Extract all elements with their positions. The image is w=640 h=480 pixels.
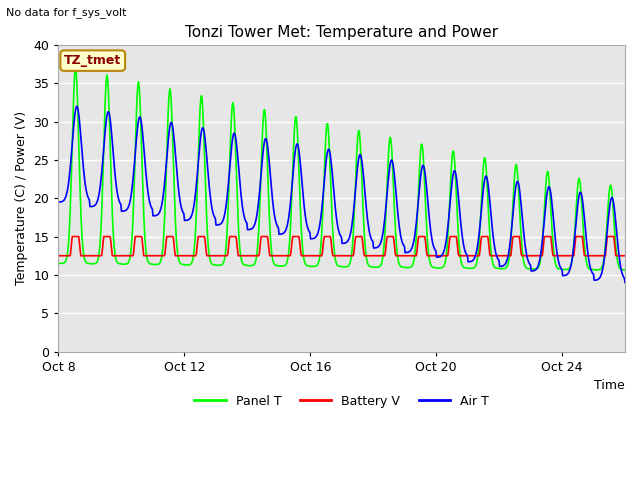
Battery V: [513, 234, 520, 240]
Line: Panel T: Panel T: [58, 68, 625, 270]
Panel T: [376, 263, 384, 269]
Air T: [189, 210, 196, 216]
Battery V: [292, 234, 300, 240]
Battery V: [621, 253, 629, 259]
Air T: [261, 136, 269, 142]
Air T: [76, 118, 83, 124]
Battery V: [76, 240, 83, 246]
Text: No data for f_sys_volt: No data for f_sys_volt: [6, 7, 127, 18]
Air T: [513, 180, 520, 185]
Line: Battery V: Battery V: [58, 237, 625, 256]
Air T: [292, 147, 300, 153]
Y-axis label: Temperature (C) / Power (V): Temperature (C) / Power (V): [15, 111, 28, 285]
Battery V: [54, 253, 62, 259]
Line: Air T: Air T: [58, 106, 625, 283]
Panel T: [513, 163, 520, 169]
Legend: Panel T, Battery V, Air T: Panel T, Battery V, Air T: [189, 390, 494, 413]
Panel T: [72, 65, 79, 71]
Battery V: [189, 253, 196, 259]
Air T: [376, 241, 384, 247]
Battery V: [376, 253, 384, 259]
Panel T: [621, 267, 629, 273]
Text: TZ_tmet: TZ_tmet: [64, 54, 122, 67]
Battery V: [261, 234, 269, 240]
Air T: [73, 103, 81, 109]
Air T: [54, 199, 62, 205]
Panel T: [76, 166, 83, 172]
Title: Tonzi Tower Met: Temperature and Power: Tonzi Tower Met: Temperature and Power: [185, 24, 499, 39]
Panel T: [189, 258, 196, 264]
Panel T: [292, 114, 300, 120]
X-axis label: Time: Time: [595, 379, 625, 392]
Battery V: [68, 234, 76, 240]
Air T: [621, 280, 629, 286]
Panel T: [54, 261, 62, 266]
Panel T: [261, 112, 269, 118]
